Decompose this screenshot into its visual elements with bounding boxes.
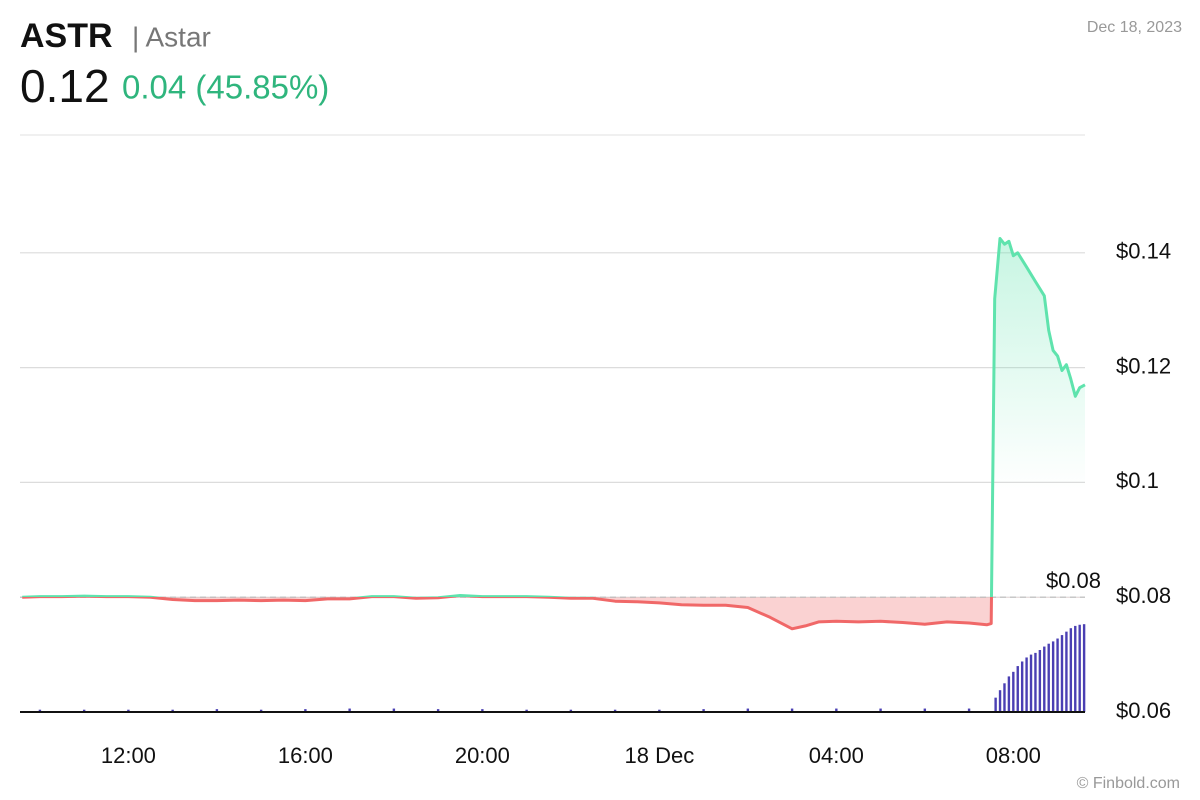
volume-bar <box>304 709 307 712</box>
volume-bar <box>171 709 174 712</box>
volume-bar <box>1003 683 1006 712</box>
volume-bar <box>613 709 617 712</box>
volume-bar <box>1056 638 1059 712</box>
symbol: ASTR <box>20 17 113 55</box>
volume-bar <box>1025 657 1028 712</box>
baseline-label: $0.08 <box>1046 568 1101 593</box>
volume-bar <box>1034 652 1037 712</box>
volume-bar <box>1082 624 1086 712</box>
x-tick-label: 08:00 <box>986 743 1041 768</box>
volume-bar <box>1029 654 1033 712</box>
volume-bar <box>1078 624 1081 712</box>
volume-bar <box>38 709 42 712</box>
y-tick-label: $0.14 <box>1116 239 1171 264</box>
volume-bar <box>702 709 705 712</box>
volume-bar <box>879 708 882 712</box>
volume-bar <box>967 708 971 712</box>
volume-bar <box>1060 635 1064 712</box>
volume-bar <box>1051 641 1055 712</box>
volume-bar <box>1065 631 1068 712</box>
y-tick-label: $0.06 <box>1116 698 1171 723</box>
volume-bar <box>1016 666 1019 712</box>
volume-bar <box>1047 643 1050 712</box>
area-fill <box>22 238 1086 629</box>
volume-bar <box>746 708 750 712</box>
x-tick-label: 16:00 <box>278 743 333 768</box>
volume-bar <box>658 709 661 712</box>
credit: © Finbold.com <box>1077 775 1180 792</box>
y-tick-label: $0.1 <box>1116 468 1159 493</box>
volume-bar <box>436 709 440 712</box>
volume-bar <box>259 709 263 712</box>
volume-bar <box>525 709 528 712</box>
price-line <box>22 237 1086 631</box>
x-tick-label: 20:00 <box>455 743 510 768</box>
volume-bar <box>1074 625 1077 712</box>
x-tick-label: 04:00 <box>809 743 864 768</box>
asset-name: | Astar <box>132 21 211 52</box>
volume-bar <box>392 708 396 712</box>
volume-bar <box>835 708 838 712</box>
volume-bar <box>1012 671 1015 712</box>
volume-bar <box>1069 628 1073 712</box>
x-tick-label: 12:00 <box>101 743 156 768</box>
volume-bar <box>1038 650 1042 712</box>
volume-bar <box>790 708 794 712</box>
volume-bar <box>215 709 219 712</box>
volume-bar <box>923 708 927 712</box>
volume-bar <box>127 709 130 712</box>
price: 0.12 <box>20 60 110 112</box>
volume-bar <box>481 709 484 712</box>
volume-bar <box>569 709 573 712</box>
y-tick-label: $0.08 <box>1116 583 1171 608</box>
volume-bar <box>1043 646 1046 712</box>
volume-bar <box>998 690 1002 712</box>
volume-bar <box>1020 661 1024 712</box>
volume-bar <box>82 709 86 712</box>
date: Dec 18, 2023 <box>1087 19 1182 36</box>
price-change: 0.04 (45.85%) <box>122 69 329 106</box>
volume-bar <box>994 697 997 712</box>
x-tick-label: 18 Dec <box>624 743 694 768</box>
y-tick-label: $0.12 <box>1116 353 1171 378</box>
volume-bar <box>1007 676 1011 712</box>
volume-bar <box>348 708 351 712</box>
